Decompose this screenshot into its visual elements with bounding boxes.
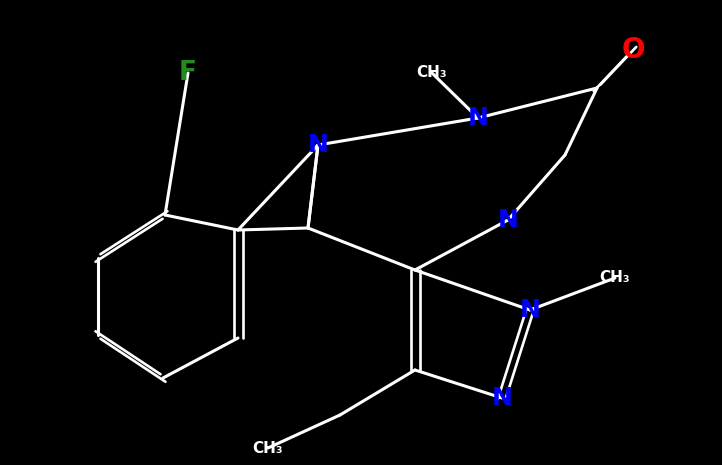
Text: CH₃: CH₃ — [417, 66, 448, 80]
Text: N: N — [497, 208, 518, 232]
Text: N: N — [520, 298, 541, 322]
Text: N: N — [308, 133, 329, 157]
Text: N: N — [492, 386, 513, 410]
Text: N: N — [468, 106, 489, 130]
Text: F: F — [179, 60, 197, 86]
Text: CH₃: CH₃ — [600, 271, 630, 286]
Text: CH₃: CH₃ — [253, 440, 283, 456]
Text: O: O — [621, 36, 645, 64]
